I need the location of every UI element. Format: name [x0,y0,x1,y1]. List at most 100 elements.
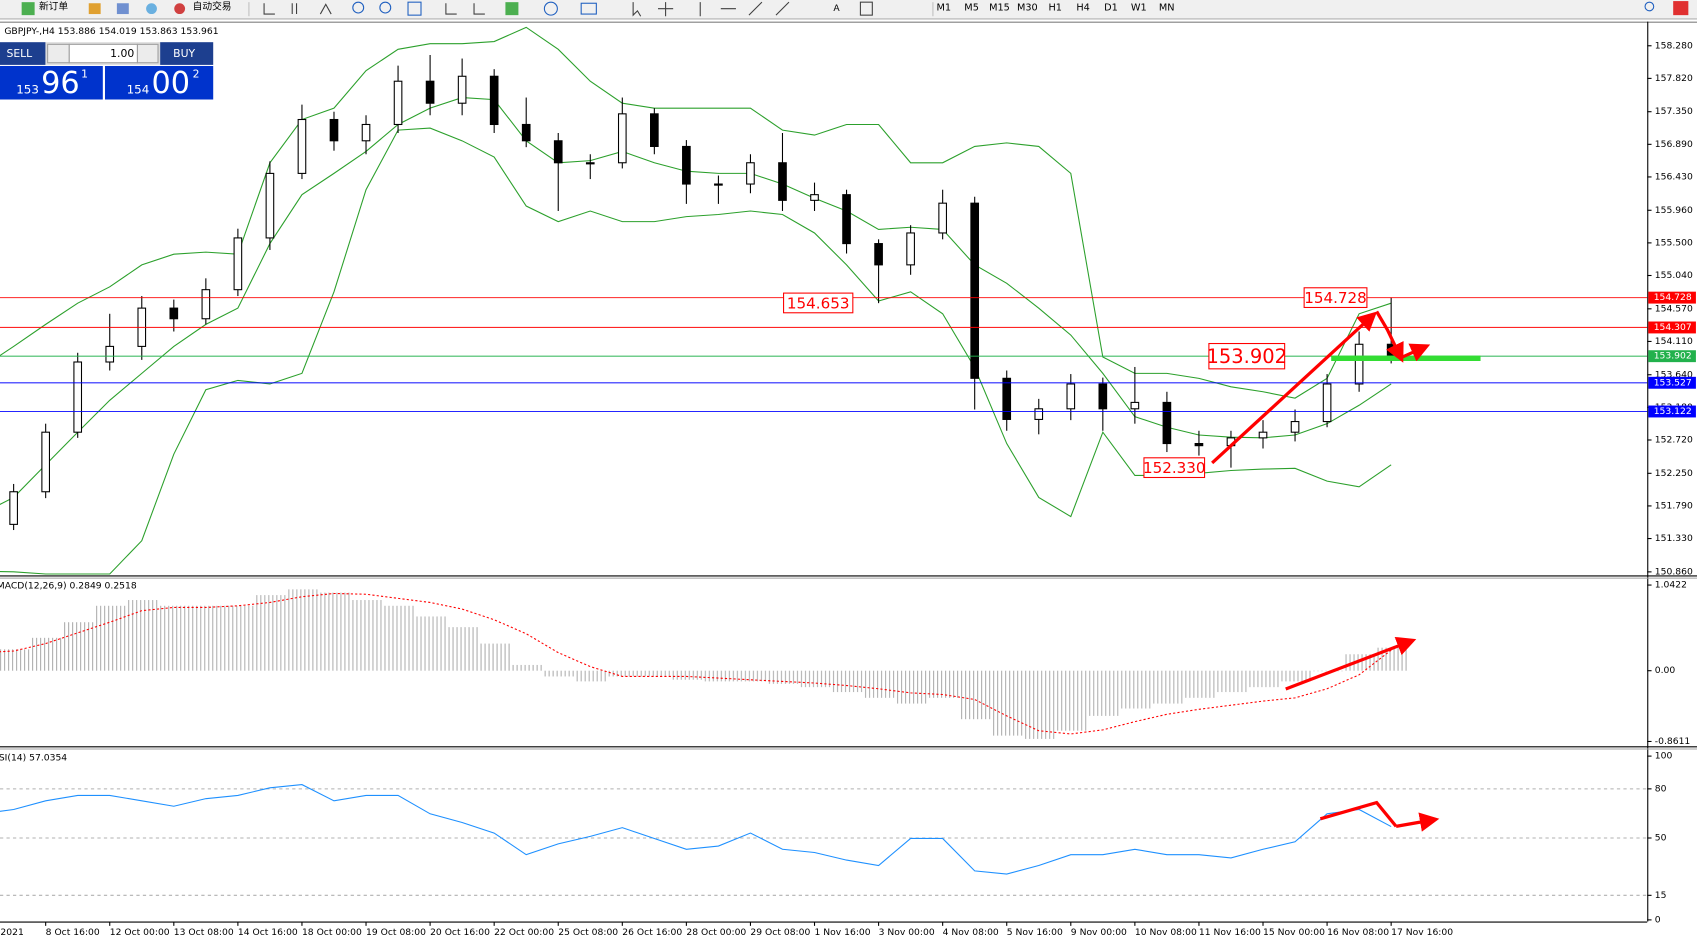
rsi-title: RSI(14) 57.0354 [0,753,67,764]
timeframe-button[interactable]: H1 [1048,3,1062,14]
level-price-label: 153.902 [1654,351,1692,362]
timeframe-button[interactable]: M1 [936,3,951,14]
auto-trading-icon[interactable] [174,3,186,15]
timeframe-button[interactable]: MN [1159,3,1175,14]
buy-button[interactable] [160,42,214,65]
candle-body [1258,431,1268,439]
ask-big: 154 [127,82,150,96]
alerts[interactable] [1673,1,1689,16]
indicators[interactable] [505,2,519,16]
text-tool[interactable]: A [833,3,840,14]
x-tick-label: 28 Oct 00:00 [686,927,746,938]
macd-histogram [61,622,94,671]
macd-histogram [478,643,511,671]
new-order-button[interactable]: 新订单 [39,0,68,12]
price-annotation: 153.902 [1207,345,1288,368]
macd-histogram [317,592,351,671]
level-price-box [1648,291,1696,304]
candle-body [650,113,659,147]
macd-histogram [638,670,671,677]
macd-histogram [221,605,254,671]
macd-histogram [1246,670,1280,688]
timeframe-button[interactable]: M5 [964,3,979,14]
macd-histogram [830,670,863,693]
macd-histogram [542,670,575,677]
macd-histogram [1118,670,1151,709]
candle-body [1162,401,1172,445]
timeframe-button[interactable]: M15 [989,3,1010,14]
level-price-label: 154.307 [1654,322,1692,333]
macd-histogram [93,605,126,671]
x-tick-label: 22 Oct 00:00 [494,927,554,938]
x-tick-label: Oct 2021 [0,927,24,938]
candle-body [489,75,499,126]
macd-histogram [606,670,639,677]
level-price-label: 153.527 [1654,377,1692,388]
templates[interactable] [580,2,597,15]
candle-body [1194,442,1204,447]
macd-histogram [798,670,831,688]
macd-histogram [990,670,1023,736]
tool-icon[interactable] [146,3,157,15]
macd-histogram [574,670,607,682]
macd-histogram [253,595,286,671]
level-price-box [1648,321,1696,334]
scroll-icons[interactable] [445,3,485,15]
y-tick-label: 157.820 [1655,73,1693,84]
timeframe-button[interactable]: D1 [1104,3,1118,14]
x-tick-label: 9 Nov 00:00 [1071,927,1127,938]
lots-down[interactable] [47,43,70,64]
rsi-line [0,784,1392,875]
drawing-tools[interactable] [632,1,790,17]
toolbar-bg [0,0,1697,19]
x-tick-label: 10 Nov 08:00 [1135,927,1197,938]
y-tick-label: 155.040 [1655,270,1693,281]
y-tick-label: 156.890 [1655,139,1693,150]
new-order-icon[interactable] [21,2,35,16]
macd-histogram [1054,670,1087,731]
candle-body [906,232,915,266]
chart-type-icons[interactable] [263,3,332,15]
timeframe-button[interactable]: M30 [1017,3,1038,14]
tool-icon[interactable] [116,3,129,15]
price-annotation-box [1303,287,1368,309]
timeframe-button[interactable]: H4 [1076,3,1090,14]
label-tool[interactable] [859,1,873,16]
bid-box[interactable] [0,65,103,100]
y-tick-label: 158.280 [1655,40,1693,51]
tile[interactable] [407,1,422,16]
periods[interactable] [543,1,558,16]
zoom-in[interactable] [352,1,365,14]
auto-trading-button[interactable]: 自动交易 [193,0,232,12]
candle-body [617,113,627,164]
y-tick-label: 0 [1655,914,1661,925]
x-tick-label: 15 Nov 00:00 [1263,927,1325,938]
level-price-label: 153.122 [1654,406,1692,417]
y-tick-label: 151.790 [1655,500,1693,511]
y-tick-label: 50 [1655,833,1667,844]
macd-histogram [1022,670,1055,739]
search[interactable] [1644,1,1655,12]
macd-histogram [157,605,190,671]
macd-histogram [382,605,415,671]
candle-body [682,145,691,185]
candle-body [810,194,819,201]
ask-box[interactable] [104,65,214,100]
lots-value: 1.00 [110,47,134,60]
zoom-out[interactable] [379,1,392,14]
level-price-label: 154.728 [1654,292,1692,303]
x-tick-label: 4 Nov 08:00 [943,927,999,938]
candle-body [9,491,18,525]
x-tick-label: 11 Nov 16:00 [1199,927,1261,938]
price-annotation-box [1143,457,1206,479]
sell-button[interactable] [0,42,46,65]
tool-icon[interactable] [88,3,101,15]
candle-body [1098,383,1108,410]
y-tick-label: 80 [1655,783,1667,794]
ask-fraction: 2 [193,68,200,81]
x-tick-label: 3 Nov 00:00 [879,927,935,938]
timeframe-button[interactable]: W1 [1131,3,1147,14]
x-tick-label: 25 Oct 08:00 [558,927,618,938]
lots-up[interactable] [136,43,159,64]
